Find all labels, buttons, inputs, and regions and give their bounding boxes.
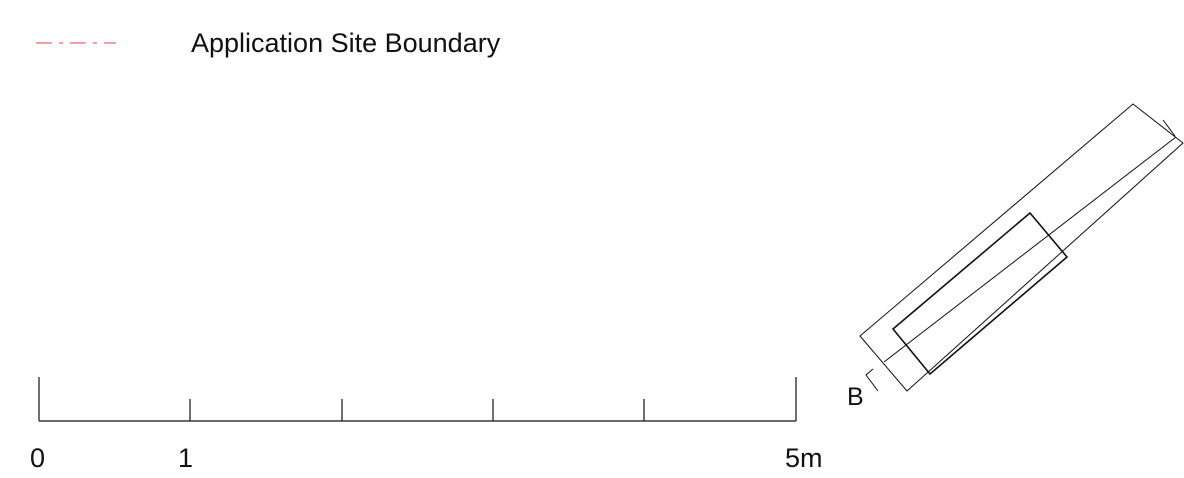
plan-centre-line — [883, 136, 1177, 363]
scale-label-5m: 5m — [785, 443, 823, 473]
scale-label-1: 1 — [178, 443, 194, 473]
legend-label-application-site-boundary: Application Site Boundary — [191, 28, 501, 58]
site-plan — [859, 103, 1184, 392]
section-marker-bracket-right — [1162, 119, 1176, 137]
plan-outer-outline — [859, 103, 1184, 392]
scale-label-0: 0 — [30, 443, 46, 473]
legend-boundary-swatch — [36, 42, 116, 44]
section-marker-bracket-left — [865, 368, 879, 392]
plan-inner-unit — [891, 211, 1069, 376]
section-marker-label: B — [847, 383, 864, 411]
scale-bar — [38, 377, 797, 422]
